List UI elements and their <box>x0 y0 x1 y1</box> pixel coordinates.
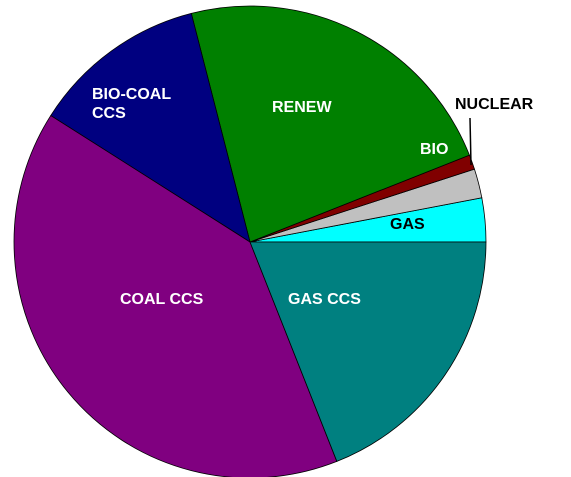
pie-slice <box>50 12 251 243</box>
slice-label: RENEW <box>272 99 332 116</box>
pie-slice <box>13 114 338 477</box>
leader-line <box>469 117 472 166</box>
slice-label: BIO-COAL CCS <box>92 86 171 122</box>
slice-label: NUCLEAR <box>455 96 534 113</box>
slice-label: GAS <box>390 216 425 233</box>
pie-slice <box>249 241 487 462</box>
slice-label: BIO <box>420 141 449 158</box>
slice-label: COAL CCS <box>120 291 204 308</box>
slice-label: GAS CCS <box>288 291 361 308</box>
pie-slice <box>190 5 470 243</box>
